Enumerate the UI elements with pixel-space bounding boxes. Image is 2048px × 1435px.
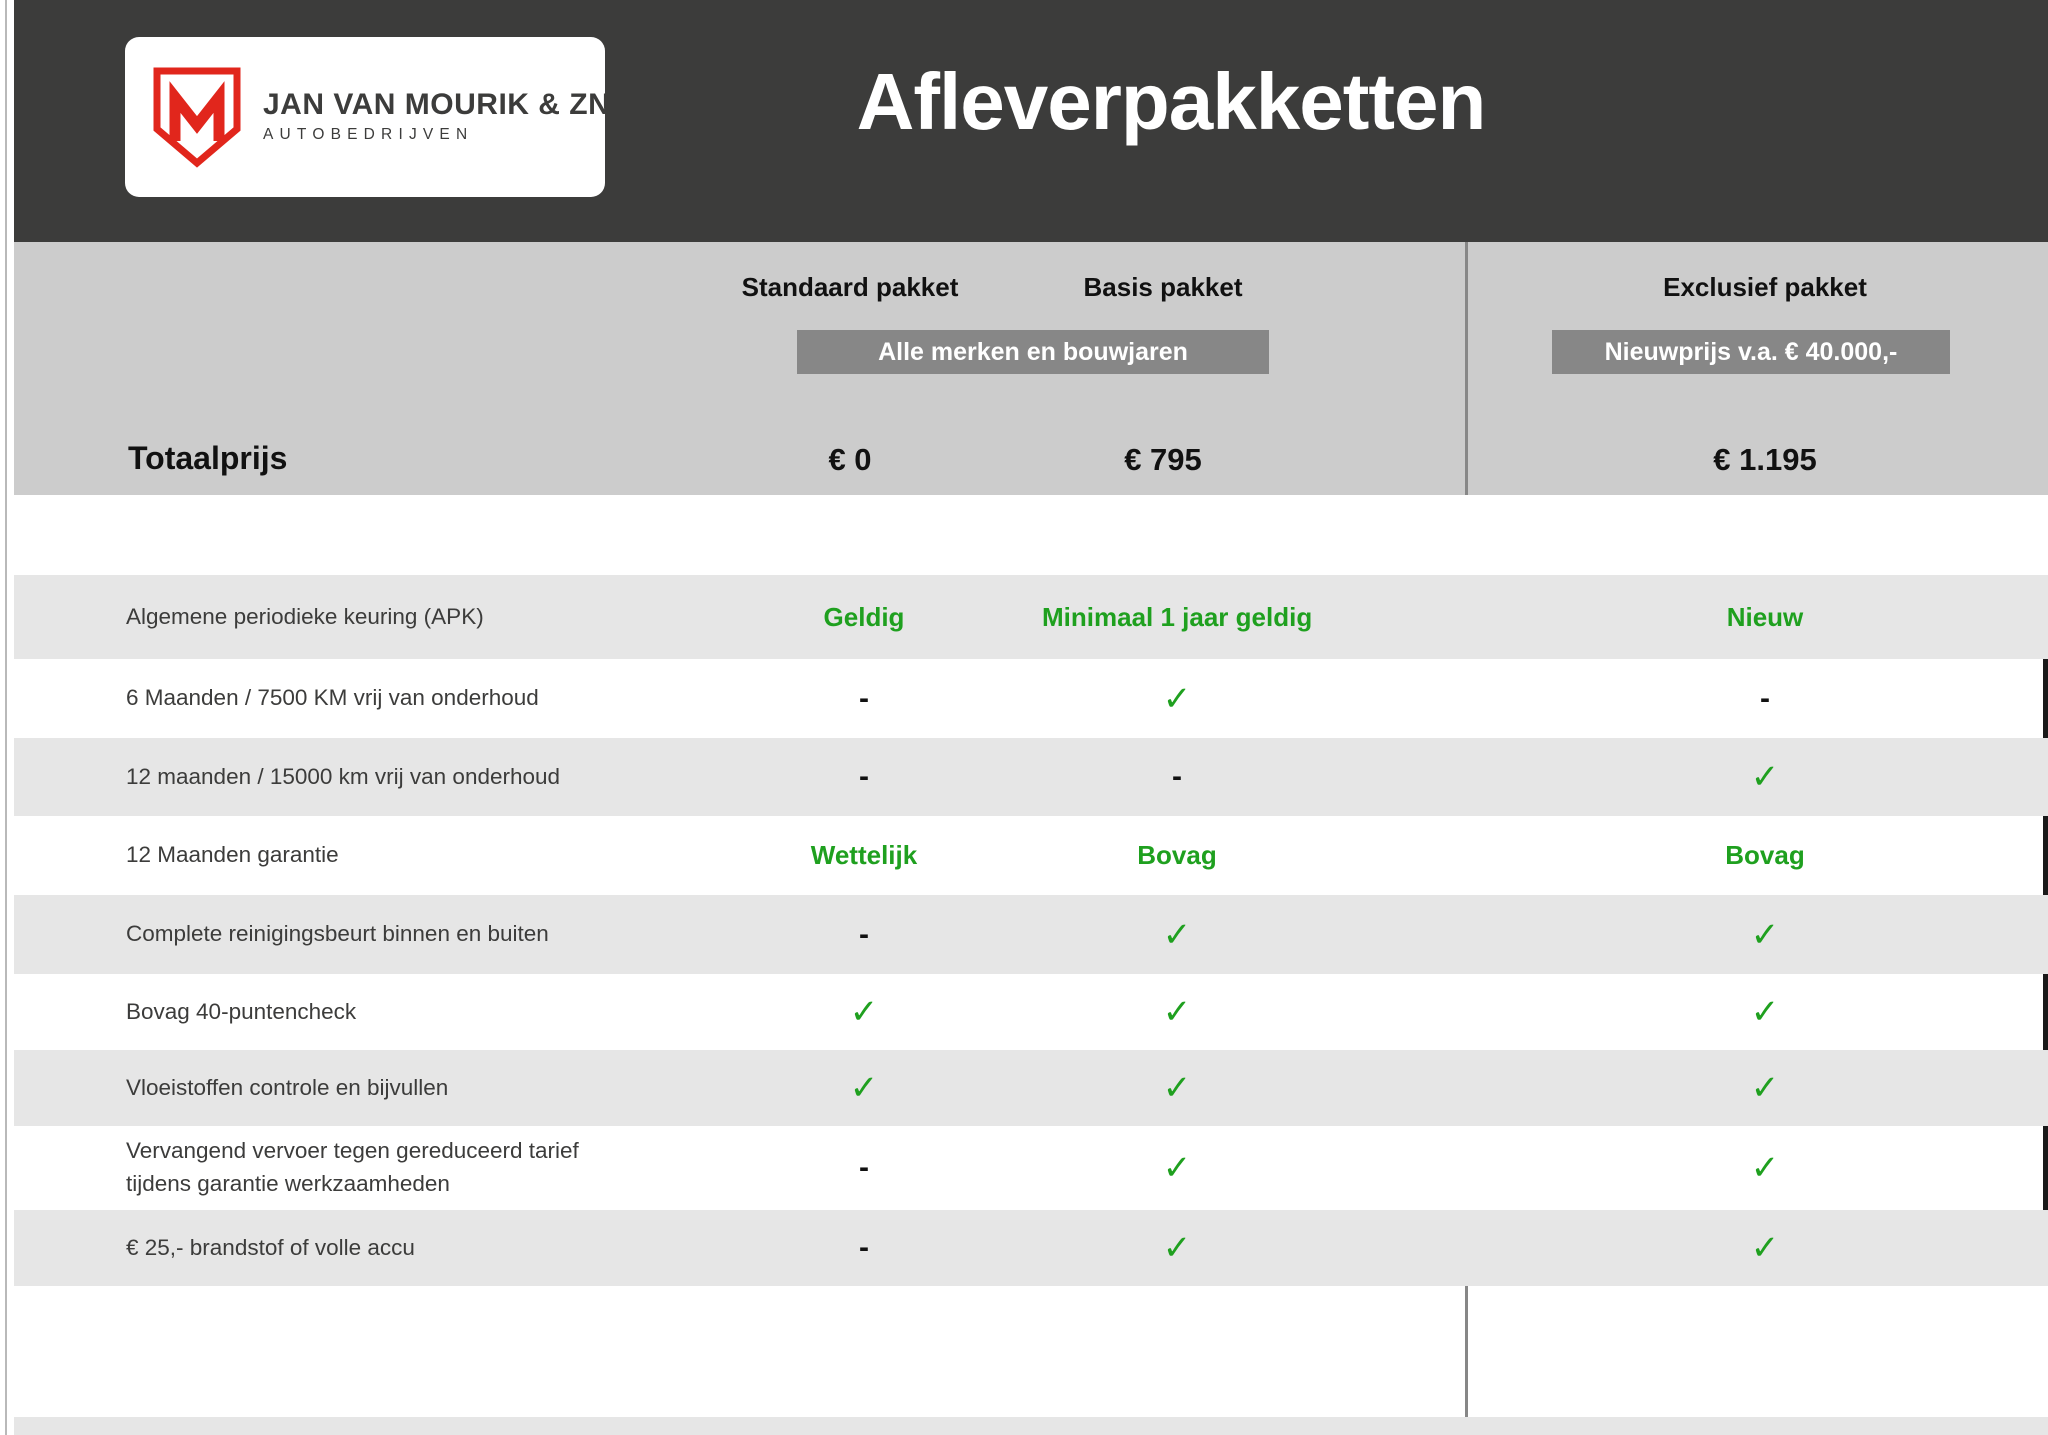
row-value: Geldig	[823, 601, 905, 632]
check-icon: ✓	[849, 993, 879, 1031]
page-title: Afleverpakketten	[856, 57, 1487, 146]
check-icon: ✓	[1162, 915, 1192, 954]
table-row: 12 Maanden garantie Wettelijk Bovag Bovag	[14, 816, 2048, 895]
table-row: Algemene periodieke keuring (APK) Geldig M…	[14, 575, 2048, 659]
table-row: Bovag 40-puntencheck ✓ ✓ ✓	[14, 974, 2048, 1050]
left-rule	[5, 0, 7, 1435]
check-icon: ✓	[1750, 1149, 1780, 1187]
shield-m-logo-icon	[153, 67, 241, 168]
column-title-basis: Basis pakket	[1083, 272, 1243, 302]
row-label: 12 maanden / 15000 km vrij van onderhoud	[126, 763, 561, 789]
dash-icon: -	[1172, 760, 1182, 793]
feature-rows: Algemene periodieke keuring (APK) Geldig M…	[14, 575, 2048, 1286]
check-icon: ✓	[849, 1069, 879, 1107]
row-label: 6 Maanden / 7500 KM vrij van onderhoud	[126, 685, 539, 711]
dash-icon: -	[859, 1231, 869, 1264]
dash-icon: -	[1760, 681, 1770, 715]
row-label: Algemene periodieke keuring (APK)	[126, 603, 484, 629]
dash-icon: -	[859, 681, 869, 715]
column-title-standaard: Standaard pakket	[741, 272, 959, 302]
logo-wordmark: JAN VAN MOURIK & ZN AUTOBEDRIJVEN	[263, 89, 610, 145]
row-value: Bovag	[1725, 840, 1805, 870]
row-label: Vloeistoffen controle en bijvullen	[126, 1074, 449, 1100]
badge-nieuwprijs: Nieuwprijs v.a. € 40.000,-	[1552, 330, 1950, 374]
table-row: € 25,- brandstof of volle accu - ✓ ✓	[14, 1210, 2048, 1286]
table-row: Complete reinigingsbeurt binnen en buite…	[14, 895, 2048, 974]
check-icon: ✓	[1162, 1149, 1192, 1187]
totaalprijs-label: Totaalprijs	[128, 440, 288, 476]
row-value: Wettelijk	[810, 840, 918, 870]
table-row: Vervangend vervoer tegen gereduceerd tar…	[14, 1126, 2048, 1210]
price-standaard: € 0	[828, 442, 872, 477]
dash-icon: -	[859, 1151, 869, 1184]
table-row: 6 Maanden / 7500 KM vrij van onderhoud - ✓…	[14, 659, 2048, 738]
table-row: Vloeistoffen controle en bijvullen ✓ ✓ ✓	[14, 1050, 2048, 1126]
check-icon: ✓	[1162, 1069, 1192, 1107]
dash-icon: -	[859, 917, 869, 951]
check-icon: ✓	[1162, 679, 1192, 718]
check-icon: ✓	[1750, 993, 1780, 1031]
check-icon: ✓	[1162, 1229, 1192, 1267]
row-value: Bovag	[1137, 840, 1217, 870]
check-icon: ✓	[1750, 758, 1780, 796]
row-value: Minimaal 1 jaar geldig	[1042, 601, 1313, 632]
check-icon: ✓	[1750, 915, 1780, 954]
badge-alle-merken: Alle merken en bouwjaren	[797, 330, 1269, 374]
check-icon: ✓	[1750, 1069, 1780, 1107]
check-icon: ✓	[1162, 993, 1192, 1031]
row-label: 12 Maanden garantie	[126, 842, 339, 868]
price-exclusief: € 1.195	[1713, 442, 1817, 477]
table-row: 12 maanden / 15000 km vrij van onderhoud…	[14, 738, 2048, 816]
row-label: Vervangend vervoer tegen gereduceerd tar…	[126, 1138, 579, 1196]
dash-icon: -	[859, 760, 869, 793]
row-value: Nieuw	[1726, 601, 1804, 632]
company-logo-card: JAN VAN MOURIK & ZN AUTOBEDRIJVEN	[125, 37, 610, 197]
check-icon: ✓	[1750, 1229, 1780, 1267]
price-basis: € 795	[1124, 442, 1202, 477]
row-label: Complete reinigingsbeurt binnen en buite…	[126, 921, 549, 947]
row-label: Bovag 40-puntencheck	[126, 998, 357, 1024]
column-title-exclusief: Exclusief pakket	[1663, 272, 1867, 302]
header-spacer	[14, 495, 2048, 575]
logo-tagline: AUTOBEDRIJVEN	[263, 125, 474, 143]
logo-company-name: JAN VAN MOURIK & ZN	[263, 88, 611, 122]
footer-strip	[14, 1417, 2048, 1435]
row-label: € 25,- brandstof of volle accu	[126, 1234, 415, 1260]
page-header: JAN VAN MOURIK & ZN AUTOBEDRIJVEN Afleve…	[14, 0, 2048, 242]
